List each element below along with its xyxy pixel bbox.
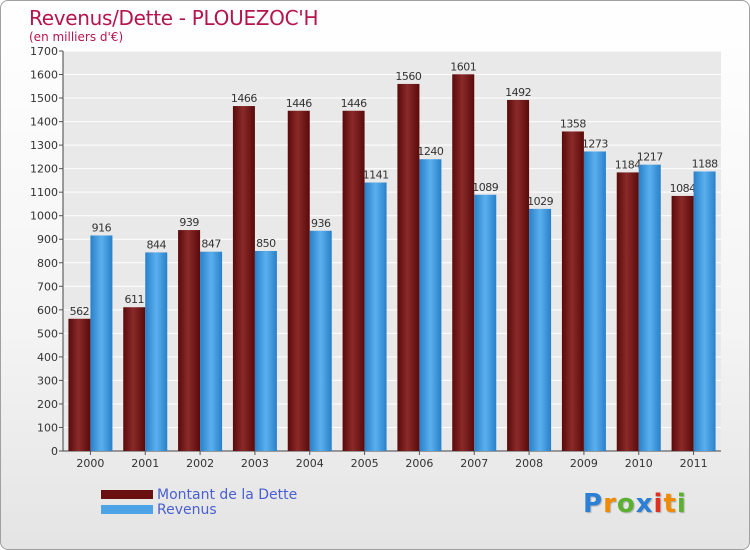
bar-revenus [638,164,661,451]
data-label: 562 [70,305,90,318]
data-label: 916 [92,221,112,234]
y-tick-label: 300 [37,374,58,387]
plot-area [63,51,721,451]
data-label: 1273 [582,137,608,150]
data-label: 1446 [341,97,367,110]
legend: Montant de la Dette Revenus [101,486,298,518]
bar-revenus [200,251,223,451]
legend-item-dette: Montant de la Dette [101,486,298,503]
chart-title: Revenus/Dette - PLOUEZOC'H [29,6,319,30]
y-tick-label: 100 [37,421,58,434]
data-label: 1141 [363,169,389,182]
bar-revenus [474,194,497,451]
bar-dette [397,83,420,452]
data-label: 844 [147,238,167,251]
bar-dette [68,318,91,451]
x-tick-label: 2009 [570,457,598,470]
data-label: 1084 [670,182,696,195]
x-tick-label: 2000 [76,457,104,470]
data-label: 1492 [505,86,531,99]
logo-letter: i [653,489,664,519]
logo-letter: r [603,489,617,519]
bar-revenus [419,159,442,451]
y-tick-label: 1400 [30,116,58,129]
data-label: 1029 [527,195,553,208]
logo-letter: x [635,489,654,519]
x-tick-label: 2003 [241,457,269,470]
data-label: 1560 [395,70,421,83]
y-tick-label: 0 [51,445,58,458]
data-label: 1240 [417,145,443,158]
y-tick-label: 500 [37,327,58,340]
chart-subtitle: (en milliers d'€) [29,30,124,44]
x-tick-label: 2007 [460,457,488,470]
x-tick-label: 2004 [296,457,324,470]
logo-letter: i [676,489,687,519]
data-label: 1184 [615,158,641,171]
y-tick-label: 700 [37,280,58,293]
logo-letter: P [583,489,604,519]
y-tick-label: 600 [37,304,58,317]
x-tick-label: 2001 [131,457,159,470]
y-tick-label: 1700 [30,45,58,58]
bar-dette [507,99,530,452]
y-tick-label: 900 [37,233,58,246]
y-tick-label: 1600 [30,69,58,82]
x-tick-label: 2002 [186,457,214,470]
x-tick-label: 2010 [625,457,653,470]
data-label: 1601 [450,60,476,73]
bar-dette [123,307,146,451]
legend-label-dette: Montant de la Dette [157,486,298,503]
data-label: 939 [179,216,199,229]
bar-revenus [309,230,332,451]
x-tick-label: 2006 [405,457,433,470]
bar-revenus [583,151,606,451]
bar-dette [452,74,475,451]
data-label: 936 [311,217,331,230]
logo-letter: o [616,489,636,519]
proxiti-logo: Proxiti [583,489,687,519]
legend-item-revenus: Revenus [101,501,297,518]
y-tick-label: 200 [37,398,58,411]
bar-dette [232,106,255,451]
y-tick-label: 1300 [30,139,58,152]
logo-letter: t [663,489,677,519]
y-tick-label: 1100 [30,186,58,199]
data-label: 1089 [472,181,498,194]
x-tick-label: 2011 [680,457,708,470]
bar-revenus [254,251,277,451]
bar-dette [342,110,365,451]
legend-label-revenus: Revenus [157,501,217,518]
bar-revenus [693,171,716,451]
bar-revenus [529,208,552,451]
legend-swatch-revenus [101,505,153,514]
data-label: 850 [256,237,276,250]
bar-dette [561,131,584,451]
data-label: 1446 [286,97,312,110]
y-tick-label: 1500 [30,92,58,105]
y-tick-label: 1000 [30,210,58,223]
data-label: 1188 [692,157,718,170]
bar-revenus [90,235,113,451]
data-label: 1466 [231,92,257,105]
x-tick-label: 2005 [351,457,379,470]
data-label: 1217 [637,151,663,164]
bar-dette [671,195,694,451]
y-tick-label: 1200 [30,163,58,176]
bar-dette [616,172,639,452]
y-tick-label: 800 [37,257,58,270]
bar-dette [178,230,201,451]
bar-revenus [145,252,168,451]
data-label: 1358 [560,117,586,130]
bar-dette [287,110,310,451]
data-label: 847 [201,238,221,251]
x-tick-label: 2008 [515,457,543,470]
data-label: 611 [125,293,145,306]
legend-swatch-dette [101,490,153,499]
bar-revenus [364,182,387,451]
y-tick-label: 400 [37,351,58,364]
